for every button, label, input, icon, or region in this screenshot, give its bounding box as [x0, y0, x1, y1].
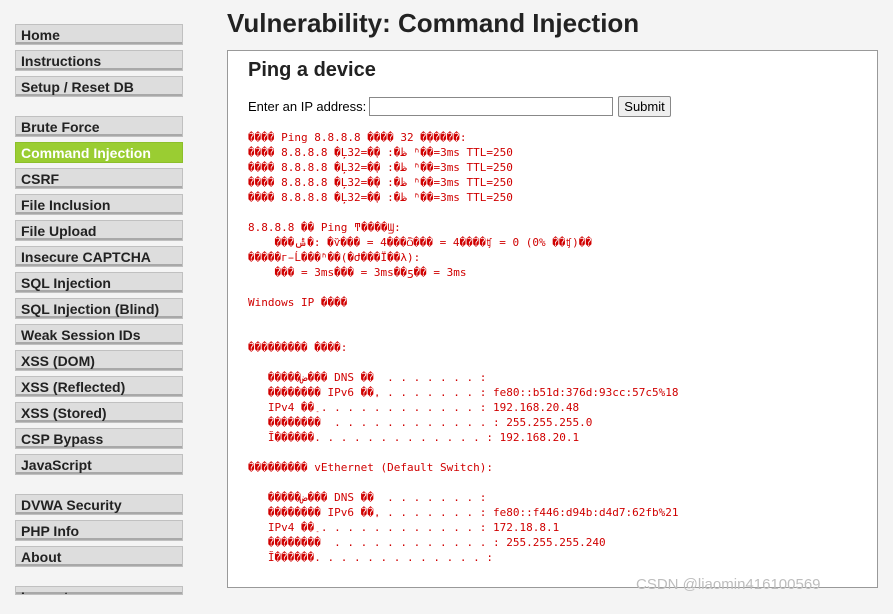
output-line: ��������� vEthernet (Default Switch):	[248, 461, 494, 474]
menu-item-brute-force[interactable]: Brute Force	[15, 116, 183, 137]
menu-item-php-info[interactable]: PHP Info	[15, 520, 183, 541]
menu-group-logout: Logout	[15, 586, 185, 595]
output-line: �������� . . . . . . . . . . . . : 255.2…	[248, 416, 593, 429]
menu-item-insecure-captcha[interactable]: Insecure CAPTCHA	[15, 246, 183, 267]
menu-item-xss-stored[interactable]: XSS (Stored)	[15, 402, 183, 423]
ip-input[interactable]	[369, 97, 614, 116]
menu-item-xss-reflected[interactable]: XSS (Reflected)	[15, 376, 183, 397]
menu-group-general: Home Instructions Setup / Reset DB	[15, 24, 185, 97]
output-line: ���� 8.8.8.8 �Ļظ�: �ֽ�=32 ʱ��=3ms TTL=25…	[248, 176, 513, 189]
ping-form: Enter an IP address: Submit	[248, 96, 671, 117]
output-line: ���� 8.8.8.8 �Ļظ�: �ֽ�=32 ʱ��=3ms TTL=25…	[248, 191, 513, 204]
command-output: ���� Ping 8.8.8.8 ���� 32 �ֽ�����: ���� …	[248, 130, 678, 565]
output-line: ��� = 3ms��� = 3ms��ƽ�� = 3ms	[248, 266, 467, 279]
menu-item-csp-bypass[interactable]: CSP Bypass	[15, 428, 183, 449]
output-line: �������� . . . . . . . . . . . . : 255.2…	[248, 536, 606, 549]
output-line: �������� IPv6 ��ַ. . . . . . . . : fe80:…	[248, 506, 679, 519]
output-line: �������� IPv6 ��ַ. . . . . . . . : fe80:…	[248, 386, 679, 399]
menu-item-logout[interactable]: Logout	[15, 586, 183, 595]
output-line: Ĭ������. . . . . . . . . . . . . : 192.1…	[248, 431, 580, 444]
output-line: ��������� ����:	[248, 341, 348, 354]
panel-title: Ping a device	[248, 59, 376, 81]
output-line: ���ݰ�: �ѷ��� = 4���ѽ��� = 4����ʧ = 0 (0%…	[248, 236, 592, 249]
menu-item-instructions[interactable]: Instructions	[15, 50, 183, 71]
vulnerable-code-area: Ping a device Enter an IP address: Submi…	[227, 50, 878, 588]
menu-item-setup-reset-db[interactable]: Setup / Reset DB	[15, 76, 183, 97]
output-line: 8.8.8.8 �� Ping ͳ����Ϣ:	[248, 221, 401, 234]
menu-group-settings: DVWA Security PHP Info About	[15, 494, 185, 567]
output-line: �����ض��� DNS �� . . . . . . . :	[248, 491, 487, 504]
ip-label: Enter an IP address:	[248, 99, 367, 114]
output-line: IPv4 ��ַ . . . . . . . . . . . . : 172.1…	[248, 521, 560, 534]
menu-item-command-injection[interactable]: Command Injection	[15, 142, 183, 163]
output-line: ���� Ping 8.8.8.8 ���� 32 �ֽ�����:	[248, 131, 467, 144]
menu-item-sql-injection-blind[interactable]: SQL Injection (Blind)	[15, 298, 183, 319]
output-line: �����ض��� DNS �� . . . . . . . :	[248, 371, 487, 384]
output-line: Windows IP ����	[248, 296, 348, 309]
watermark: CSDN @liaomin416100569	[636, 576, 821, 593]
menu-item-xss-dom[interactable]: XSS (DOM)	[15, 350, 183, 371]
menu-item-weak-session-ids[interactable]: Weak Session IDs	[15, 324, 183, 345]
menu-item-sql-injection[interactable]: SQL Injection	[15, 272, 183, 293]
menu-item-file-inclusion[interactable]: File Inclusion	[15, 194, 183, 215]
menu-item-about[interactable]: About	[15, 546, 183, 567]
output-line: Ĭ������. . . . . . . . . . . . . :	[248, 551, 494, 564]
menu-item-home[interactable]: Home	[15, 24, 183, 45]
page-title: Vulnerability: Command Injection	[227, 8, 640, 38]
main-menu: Home Instructions Setup / Reset DB Brute F…	[15, 24, 185, 614]
output-line: ���� 8.8.8.8 �Ļظ�: �ֽ�=32 ʱ��=3ms TTL=25…	[248, 161, 513, 174]
menu-item-dvwa-security[interactable]: DVWA Security	[15, 494, 183, 515]
menu-item-file-upload[interactable]: File Upload	[15, 220, 183, 241]
output-line: �����г̵Ĺ���ʱ��(�Ժ���Ϊ��λ):	[248, 251, 421, 264]
output-line: ���� 8.8.8.8 �Ļظ�: �ֽ�=32 ʱ��=3ms TTL=25…	[248, 146, 513, 159]
output-line: IPv4 ��ַ . . . . . . . . . . . . : 192.1…	[248, 401, 580, 414]
menu-item-csrf[interactable]: CSRF	[15, 168, 183, 189]
menu-group-vulnerabilities: Brute Force Command Injection CSRF File Inc…	[15, 116, 185, 475]
menu-item-javascript[interactable]: JavaScript	[15, 454, 183, 475]
submit-button[interactable]: Submit	[618, 96, 671, 117]
